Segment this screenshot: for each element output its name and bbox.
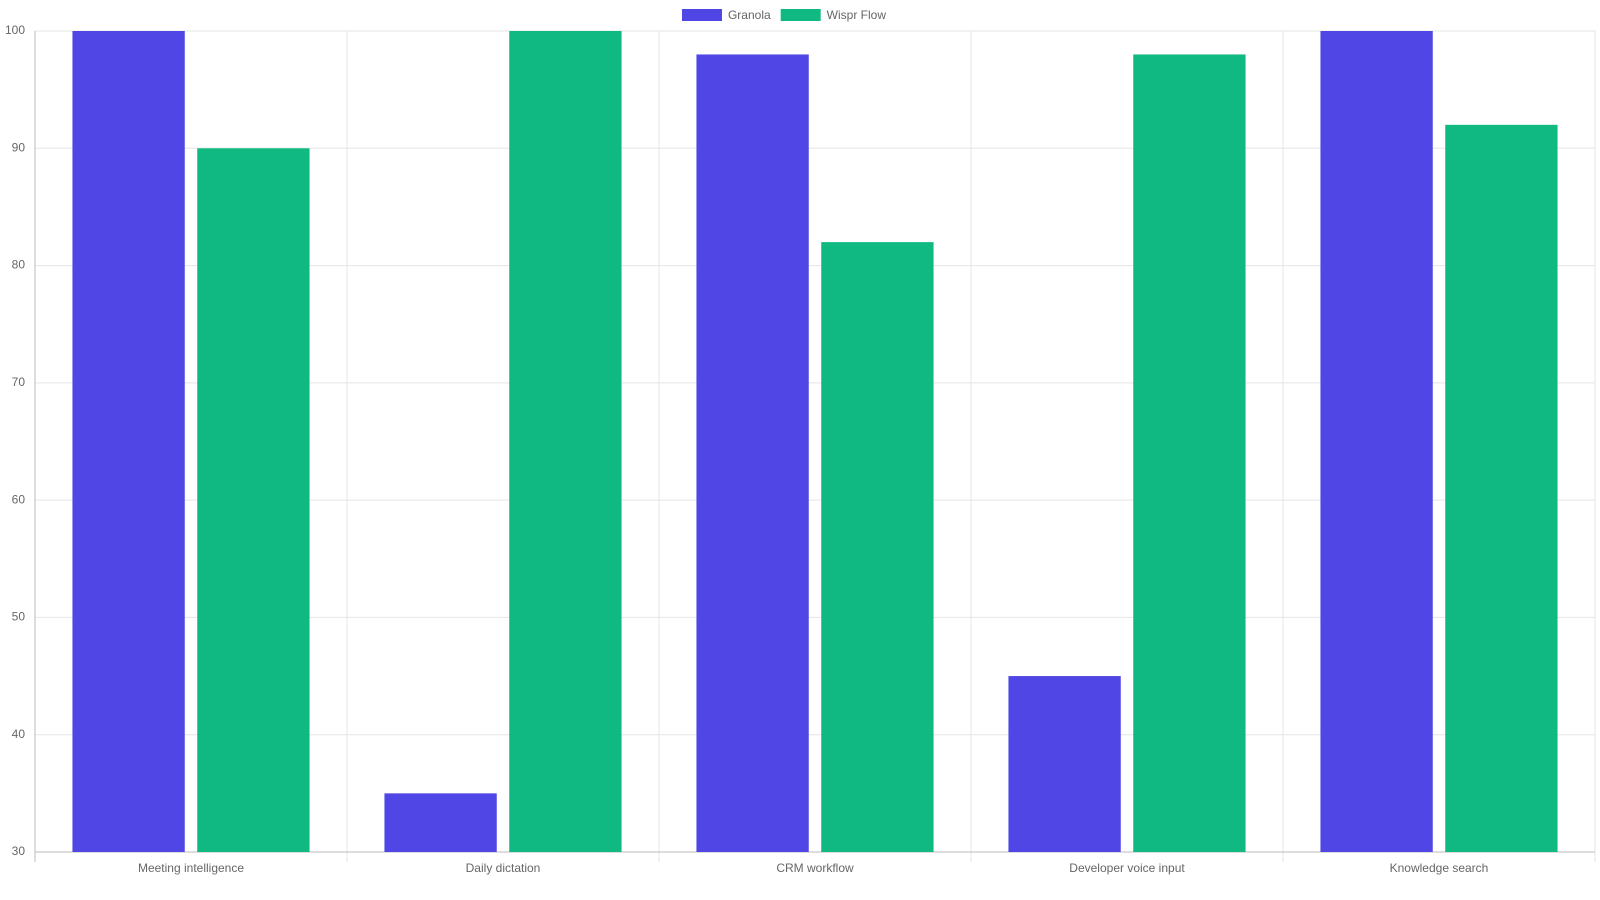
legend-label: Wispr Flow — [827, 8, 887, 22]
y-tick-label: 30 — [12, 844, 26, 858]
bar — [1445, 124, 1558, 853]
bar — [1008, 676, 1121, 852]
legend-swatch — [681, 9, 722, 21]
x-tick-label: CRM workflow — [776, 861, 854, 875]
y-tick-label: 100 — [5, 23, 25, 37]
bar — [384, 793, 497, 852]
legend-swatch — [780, 9, 821, 21]
y-tick-label: 40 — [12, 727, 26, 741]
y-tick-label: 70 — [12, 375, 26, 389]
bar — [696, 54, 809, 852]
bar — [197, 148, 310, 853]
y-tick-label: 90 — [12, 140, 26, 154]
legend-label: Granola — [728, 8, 771, 22]
bar — [72, 31, 185, 852]
bar — [1133, 54, 1246, 852]
y-tick-label: 60 — [12, 492, 26, 506]
bar — [1320, 31, 1433, 852]
x-tick-label: Daily dictation — [466, 861, 541, 875]
x-tick-label: Developer voice input — [1069, 861, 1185, 875]
x-tick-label: Meeting intelligence — [138, 861, 244, 875]
y-tick-label: 50 — [12, 610, 26, 624]
x-tick-label: Knowledge search — [1390, 861, 1489, 875]
y-tick-label: 80 — [12, 258, 26, 272]
bar — [509, 31, 622, 852]
bar — [821, 242, 934, 853]
